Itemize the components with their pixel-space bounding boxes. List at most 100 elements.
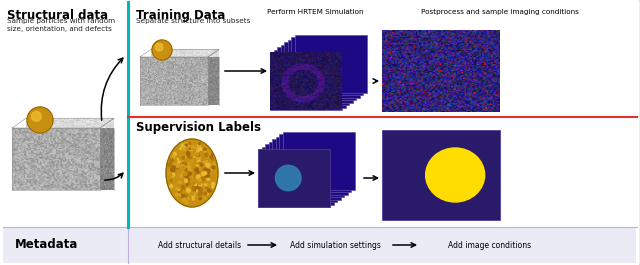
Circle shape [204, 177, 206, 179]
Circle shape [185, 176, 188, 179]
Circle shape [177, 190, 179, 193]
Circle shape [182, 157, 184, 159]
Circle shape [188, 165, 189, 167]
Circle shape [184, 179, 188, 182]
Circle shape [172, 156, 173, 158]
Circle shape [171, 173, 175, 177]
Circle shape [198, 181, 201, 184]
Circle shape [181, 165, 185, 169]
Circle shape [191, 146, 195, 150]
Circle shape [181, 144, 184, 147]
Circle shape [187, 192, 191, 195]
Circle shape [184, 176, 186, 178]
Bar [291, 37, 363, 95]
Circle shape [204, 161, 205, 163]
Circle shape [207, 154, 212, 158]
Circle shape [184, 168, 187, 171]
Circle shape [176, 188, 179, 190]
Circle shape [213, 173, 216, 176]
Circle shape [200, 167, 203, 170]
Circle shape [205, 169, 209, 173]
Circle shape [207, 164, 210, 166]
Circle shape [204, 157, 207, 160]
Circle shape [199, 198, 202, 200]
Circle shape [207, 175, 210, 178]
Bar [279, 134, 351, 192]
Circle shape [156, 43, 163, 51]
Circle shape [209, 168, 212, 172]
Circle shape [184, 174, 187, 177]
Circle shape [204, 197, 206, 199]
Bar [265, 144, 337, 202]
Circle shape [196, 163, 199, 166]
Bar [275, 136, 348, 195]
Circle shape [170, 185, 173, 188]
Circle shape [188, 144, 190, 147]
Circle shape [188, 152, 191, 155]
Circle shape [186, 193, 188, 195]
Circle shape [182, 171, 184, 174]
Circle shape [206, 156, 209, 159]
Circle shape [173, 166, 175, 169]
Circle shape [197, 183, 200, 186]
Circle shape [168, 180, 172, 184]
Circle shape [181, 160, 184, 164]
Text: Add simulation settings: Add simulation settings [289, 241, 380, 250]
Circle shape [198, 179, 201, 182]
Bar [284, 42, 356, 100]
Circle shape [188, 183, 190, 185]
Circle shape [212, 163, 216, 166]
Circle shape [184, 142, 188, 145]
Circle shape [196, 156, 200, 160]
Circle shape [194, 147, 198, 151]
Circle shape [181, 190, 183, 192]
Circle shape [205, 153, 208, 157]
Circle shape [210, 156, 212, 158]
Bar [3, 227, 636, 263]
Circle shape [170, 180, 172, 181]
Bar [277, 47, 349, 105]
Circle shape [169, 174, 172, 176]
Circle shape [198, 188, 202, 192]
Circle shape [204, 192, 207, 195]
Circle shape [180, 174, 182, 177]
Circle shape [174, 153, 176, 155]
Circle shape [173, 161, 177, 165]
Circle shape [206, 153, 210, 157]
Circle shape [180, 148, 182, 149]
Circle shape [176, 158, 179, 161]
Circle shape [192, 198, 194, 200]
Circle shape [212, 186, 214, 188]
Circle shape [197, 150, 199, 152]
Circle shape [175, 192, 177, 194]
Circle shape [192, 156, 195, 158]
Circle shape [168, 163, 172, 167]
Circle shape [188, 182, 189, 184]
Circle shape [209, 153, 212, 157]
Circle shape [178, 194, 181, 197]
Circle shape [195, 175, 198, 178]
Text: Supervision Labels: Supervision Labels [136, 121, 261, 134]
Bar [280, 45, 353, 103]
Text: Perform HRTEM Simulation: Perform HRTEM Simulation [267, 9, 364, 15]
Circle shape [204, 163, 208, 167]
Circle shape [204, 172, 207, 175]
Bar [270, 52, 342, 110]
Circle shape [187, 152, 189, 153]
Text: Metadata: Metadata [15, 238, 78, 251]
Circle shape [182, 191, 186, 193]
Circle shape [188, 169, 191, 172]
Circle shape [205, 184, 206, 186]
Circle shape [201, 168, 204, 170]
Circle shape [189, 175, 192, 178]
Circle shape [200, 152, 204, 155]
Circle shape [197, 171, 199, 173]
Circle shape [180, 186, 183, 188]
Circle shape [196, 173, 198, 175]
Circle shape [168, 173, 170, 175]
Circle shape [186, 200, 188, 201]
Circle shape [196, 189, 200, 192]
Ellipse shape [426, 148, 484, 202]
Circle shape [191, 153, 193, 156]
Circle shape [212, 158, 214, 160]
